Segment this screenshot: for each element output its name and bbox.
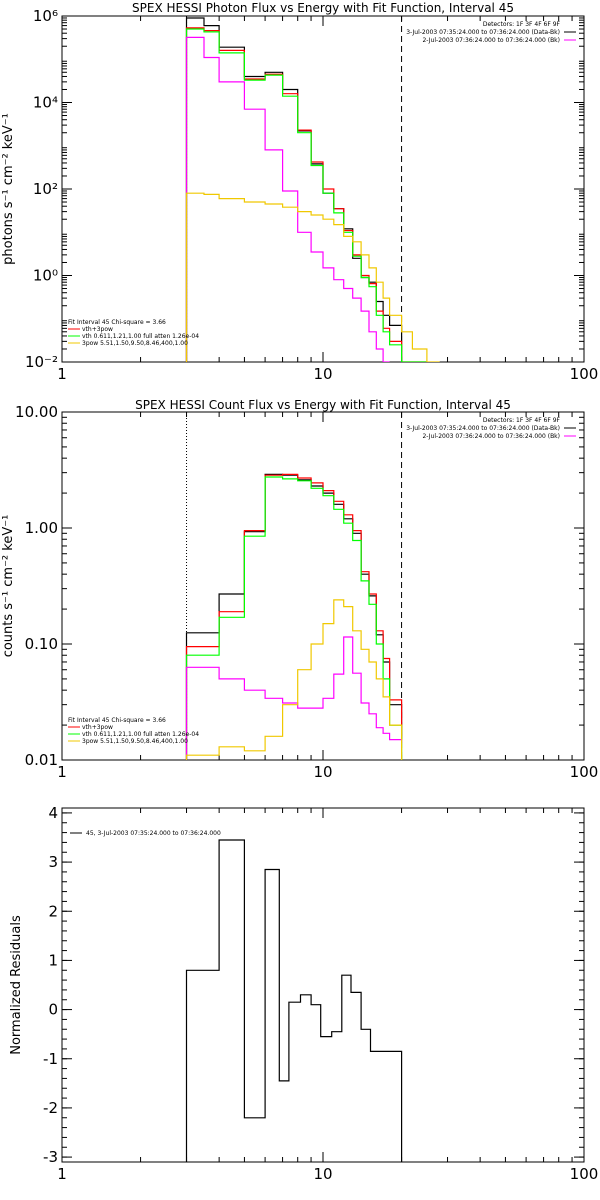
legend-entry: 3-Jul-2003 07:35:24.000 to 07:36:24.000 … (406, 425, 560, 432)
x-tick-label: 1 (57, 365, 67, 383)
series-line (185, 636, 403, 760)
residuals-panel: Normalized Residuals 1 10 100 -3 -2 -1 0 1 2 3 4 45,… (9, 804, 598, 1183)
legend-entry: vth+3pow (82, 724, 113, 731)
y-tick-label: -1 (43, 1050, 58, 1068)
y-tick-label: 2 (48, 902, 58, 920)
legend-entry: Detectors: 1F 3F 4F 6F 9F (483, 417, 561, 424)
series-line (185, 36, 390, 362)
chart-title: SPEX HESSI Count Flux vs Energy with Fit… (135, 398, 511, 412)
x-tick-label: 1 (57, 763, 67, 781)
y-tick-label: 10⁴ (33, 94, 58, 112)
x-tick-label: 100 (570, 763, 599, 781)
y-tick-label: 10⁻² (25, 353, 58, 371)
y-axis-label: photons s⁻¹ cm⁻² keV⁻¹ (1, 113, 16, 265)
y-tick-label: -3 (43, 1148, 58, 1166)
x-tick-label: 10 (313, 763, 332, 781)
legend-entry: 3-Jul-2003 07:35:24.000 to 07:36:24.000 … (406, 29, 560, 36)
series-line (185, 28, 427, 362)
series-line (185, 476, 403, 760)
series-line (185, 192, 440, 362)
y-tick-label: 3 (48, 853, 58, 871)
y-axis-label: Normalized Residuals (9, 915, 24, 1055)
legend-entry: Detectors: 1F 3F 4F 6F 9F (483, 21, 561, 28)
series-line (185, 839, 403, 1162)
legend-entry: 45, 3-Jul-2003 07:35:24.000 to 07:36:24.… (86, 830, 221, 837)
legend-entry: Fit Interval 45 Chi-square = 3.66 (68, 319, 166, 326)
y-tick-label: 4 (48, 804, 58, 822)
x-tick-label: 100 (570, 1165, 599, 1183)
y-tick-label: 10.00 (15, 403, 58, 421)
x-tick-label: 10 (313, 1165, 332, 1183)
series-group (185, 473, 403, 760)
y-tick-label: 10² (33, 180, 58, 198)
legend-entry: vth 0.611,1.21,1.00 full atten 1.26e-04 (82, 731, 199, 738)
plot-frame (61, 807, 585, 1163)
chart-title: SPEX HESSI Photon Flux vs Energy with Fi… (132, 1, 514, 15)
photon-flux-panel: SPEX HESSI Photon Flux vs Energy with Fi… (1, 1, 598, 383)
legend-entry: vth 0.611,1.21,1.00 full atten 1.26e-04 (82, 333, 199, 340)
series-line (185, 27, 427, 362)
y-tick-label: -2 (43, 1099, 58, 1117)
legend-entry: 2-Jul-2003 07:36:24.000 to 07:36:24.000 … (422, 37, 560, 44)
y-axis-label: counts s⁻¹ cm⁻² keV⁻¹ (1, 515, 16, 658)
series-group (185, 17, 440, 362)
x-tick-label: 10 (313, 365, 332, 383)
legend-entry: 3pow 5.51,1.50,9.50,8.46,400,1.00 (82, 738, 188, 745)
legend-entry: 2-Jul-2003 07:36:24.000 to 07:36:24.000 … (422, 433, 560, 440)
y-tick-label: 0.01 (25, 751, 58, 769)
series-group (185, 839, 403, 1162)
y-tick-label: 1.00 (25, 519, 58, 537)
series-line (185, 599, 403, 760)
y-tick-label: 1 (48, 951, 58, 969)
legend-entry: Fit Interval 45 Chi-square = 3.66 (68, 717, 166, 724)
y-tick-label: 10⁰ (33, 267, 58, 285)
y-tick-label: 10⁶ (33, 7, 58, 25)
legend-entry: vth+3pow (82, 326, 113, 333)
x-tick-label: 1 (57, 1165, 67, 1183)
legend-entry: 3pow 5.51,1.50,9.50,8.46,400,1.00 (82, 340, 188, 347)
y-tick-label: 0 (48, 1001, 58, 1019)
y-tick-label: 0.10 (25, 635, 58, 653)
x-tick-label: 100 (570, 365, 599, 383)
count-flux-panel: SPEX HESSI Count Flux vs Energy with Fit… (1, 398, 598, 781)
